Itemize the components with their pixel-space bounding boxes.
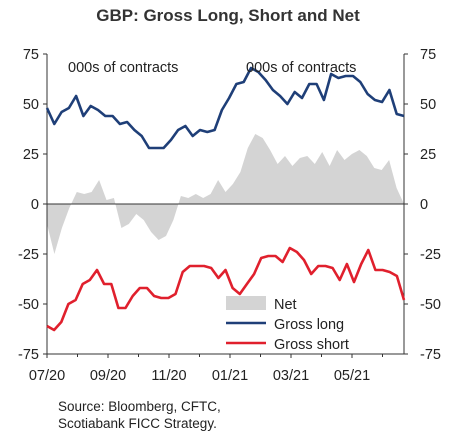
net-area-layer (47, 134, 404, 254)
units-label-left: 000s of contracts (68, 60, 178, 76)
source-line-1: Source: Bloomberg, CFTC, (58, 399, 221, 414)
y-tick-label-right: 75 (420, 47, 436, 63)
source-note: Source: Bloomberg, CFTC, Scotiabank FICC… (58, 398, 221, 432)
legend: Net Gross long Gross short (226, 296, 349, 353)
x-tick-label: 07/20 (29, 368, 65, 384)
y-tick-label-right: -75 (420, 347, 441, 363)
gross-short-line (46, 246, 406, 332)
x-tick-label: 03/21 (273, 368, 309, 384)
net-area (47, 134, 404, 254)
y-tick-label-left: 75 (23, 47, 39, 63)
y-tick-label-left: 50 (23, 97, 39, 113)
x-tick-label: 11/20 (151, 368, 186, 384)
y-tick-label-left: 25 (23, 147, 39, 163)
chart-title: GBP: Gross Long, Short and Net (96, 6, 360, 25)
axis-ticks (43, 53, 408, 358)
x-tick-label: 05/21 (334, 368, 370, 384)
y-tick-label-right: 50 (420, 97, 436, 113)
source-line-2: Scotiabank FICC Strategy. (58, 416, 217, 431)
y-tick-label-left: -25 (18, 247, 39, 263)
legend-label: Gross long (274, 317, 344, 333)
y-tick-label-left: -50 (18, 297, 39, 313)
y-tick-label-right: -25 (420, 247, 441, 263)
units-label-right: 000s of contracts (246, 60, 356, 76)
y-tick-label-right: -50 (420, 297, 441, 313)
x-tick-label: 09/20 (90, 368, 126, 384)
legend-label: Net (274, 297, 297, 313)
y-tick-label-right: 25 (420, 147, 436, 163)
y-tick-label-left: -75 (18, 347, 39, 363)
y-tick-label-right: 0 (420, 197, 428, 213)
axis-labels: 75 75 50 50 25 25 0 0 -25 -25 -50 -50 -75 -75 07/20 09/… (18, 47, 441, 384)
legend-swatch-net (226, 296, 266, 310)
legend-label: Gross short (274, 337, 349, 353)
gross-long-line (45, 66, 405, 150)
series-lines (45, 66, 406, 332)
y-tick-label-left: 0 (31, 197, 39, 213)
x-tick-label: 01/21 (212, 368, 248, 384)
